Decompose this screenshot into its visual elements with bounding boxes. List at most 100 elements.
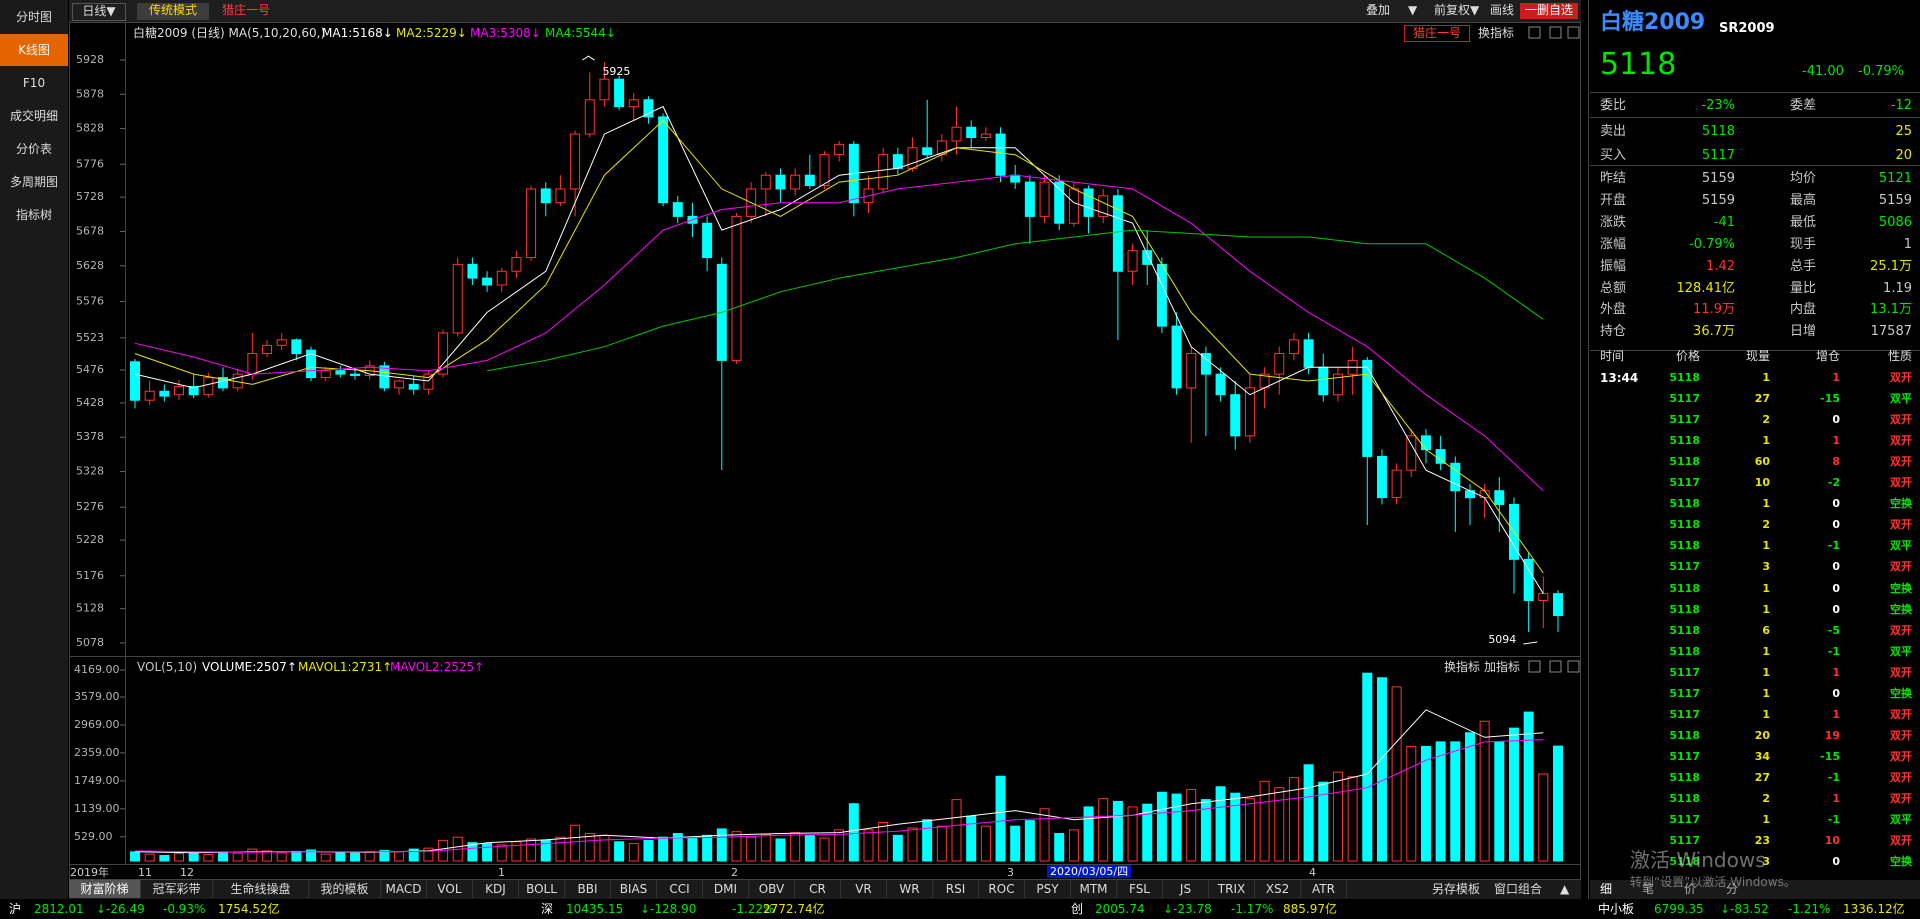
bottom-tab[interactable]: VR (841, 880, 887, 898)
bottom-tab[interactable]: MACD (381, 880, 427, 898)
candle-body (379, 365, 390, 389)
period-select[interactable]: 日线▼ (72, 3, 126, 21)
bottom-tab[interactable]: ATR (1301, 880, 1347, 898)
switch-indicator[interactable]: 换指标 (1478, 26, 1515, 40)
nav-item[interactable]: 指标树 (15, 208, 52, 222)
trade-cell: 5118 (1669, 539, 1700, 553)
quote-value: 36.7万 (1693, 324, 1735, 340)
bottom-tab[interactable]: RSI (933, 880, 979, 898)
trade-cell: 双开 (1890, 770, 1912, 784)
candle-body (980, 133, 991, 139)
quote-value: 25 (1895, 124, 1912, 139)
nav-item[interactable]: 分时图 (15, 10, 52, 24)
y-tick-label: 5728 (76, 190, 104, 203)
y-tick-label: 5328 (76, 465, 104, 478)
panel-tab[interactable]: 价 (1684, 882, 1697, 896)
bottom-tab[interactable]: 财富阶梯 (69, 880, 141, 898)
bottom-tab[interactable]: FSL (1117, 880, 1163, 898)
quote-label: 昨结 (1600, 171, 1627, 186)
candle-body (130, 361, 140, 401)
volume-bar (1142, 803, 1153, 862)
bottom-tab[interactable]: XS2 (1255, 880, 1301, 898)
ma-legend: MA2:5229↓ (396, 26, 467, 40)
candle-body (1376, 455, 1387, 499)
bottom-right-button[interactable]: ▲ (1560, 882, 1570, 896)
volume-bar (1186, 789, 1197, 862)
volume-bar (394, 851, 405, 862)
trade-cell: 空换 (1890, 602, 1912, 616)
vol-button[interactable]: 加指标 (1484, 660, 1521, 674)
mode-button[interactable]: 传统模式 (137, 3, 209, 20)
volume-bar (907, 827, 918, 862)
status-value: 6799.35 (1654, 902, 1704, 916)
bottom-tab[interactable]: MTM (1071, 880, 1117, 898)
bottom-tab[interactable]: TRIX (1209, 880, 1255, 898)
vol-y-tick-label: 1749.00 (74, 774, 120, 787)
candle-body (1024, 181, 1035, 217)
trade-cell: 5118 (1669, 434, 1700, 448)
bottom-right-button[interactable]: 另存模板 (1432, 882, 1481, 896)
y-tick-label: 5678 (76, 224, 104, 237)
bottom-tab[interactable]: VOL (427, 880, 473, 898)
candle-body (1010, 174, 1021, 183)
bottom-tab[interactable]: BBI (565, 880, 611, 898)
trade-cell: 1 (1762, 602, 1770, 616)
nav-item[interactable]: 多周期图 (9, 175, 58, 189)
quote-pct: -0.79% (1858, 64, 1904, 79)
candle-body (188, 385, 199, 396)
candle-body (907, 147, 918, 169)
trade-cell: 1 (1762, 813, 1770, 827)
vol-legend: MAVOL1:2731↑ (298, 660, 393, 674)
toolbar-button[interactable]: ▼ (1408, 3, 1418, 17)
bottom-tab[interactable]: BIAS (611, 880, 657, 898)
volume-bar (1552, 745, 1563, 862)
bottom-tab[interactable]: 生命线操盘 (213, 880, 309, 898)
volume-bar (1406, 745, 1417, 862)
bottom-tab[interactable]: KDJ (473, 880, 519, 898)
status-change: ↓-128.90 (640, 902, 697, 916)
panel-tab[interactable]: 分 (1726, 882, 1739, 896)
volume-bar (1024, 820, 1035, 862)
indicator-box[interactable]: 猎庄一号 (1404, 25, 1470, 42)
bottom-tab[interactable]: JS (1163, 880, 1209, 898)
candle-body (1494, 490, 1505, 505)
nav-item[interactable]: 分价表 (15, 142, 52, 156)
ma-line (487, 229, 1544, 372)
candle-body (555, 188, 566, 204)
volume-bar (1098, 798, 1109, 862)
volume-bar (496, 844, 507, 862)
toolbar-button[interactable]: 前复权▼ (1434, 3, 1480, 17)
bottom-right-button[interactable]: 窗口组合 (1494, 882, 1543, 896)
nav-item[interactable]: F10 (22, 76, 46, 90)
nav-item[interactable]: K线图 (0, 34, 68, 66)
bottom-tab[interactable]: BOLL (519, 880, 565, 898)
bottom-tab[interactable]: OBV (749, 880, 795, 898)
quote-label: 开盘 (1600, 192, 1627, 208)
candle-body (628, 99, 639, 108)
candle-body (218, 377, 229, 389)
ma-line (134, 174, 1544, 492)
panel-tab[interactable]: 细 (1600, 882, 1613, 896)
trade-cell: 双开 (1890, 371, 1912, 384)
nav-item[interactable]: 成交明细 (9, 109, 58, 123)
quote-value: 11.9万 (1693, 302, 1735, 318)
candle-body (1127, 250, 1138, 272)
trade-cell: 0 (1832, 602, 1840, 616)
bottom-tab[interactable]: CCI (657, 880, 703, 898)
toolbar-button[interactable]: 画线 (1490, 3, 1515, 17)
bottom-tab[interactable]: DMI (703, 880, 749, 898)
delete-fav-button[interactable]: 一删自选 (1520, 3, 1578, 19)
quote-label: 买入 (1600, 148, 1627, 163)
date-label: 2 (731, 866, 738, 879)
bottom-tab[interactable]: 冠军彩带 (141, 880, 213, 898)
bottom-tab[interactable]: CR (795, 880, 841, 898)
vol-button[interactable]: 换指标 (1444, 660, 1481, 674)
indicator-button[interactable]: 猎庄一号 (222, 3, 271, 17)
bottom-tab[interactable]: PSY (1025, 880, 1071, 898)
bottom-tab[interactable]: WR (887, 880, 933, 898)
bottom-tab[interactable]: ROC (979, 880, 1025, 898)
toolbar-button[interactable]: 叠加 (1366, 3, 1391, 17)
status-pct: -1.22% (732, 902, 775, 916)
bottom-tab[interactable]: 我的模板 (309, 880, 381, 898)
panel-tab[interactable]: 笔 (1642, 882, 1655, 896)
